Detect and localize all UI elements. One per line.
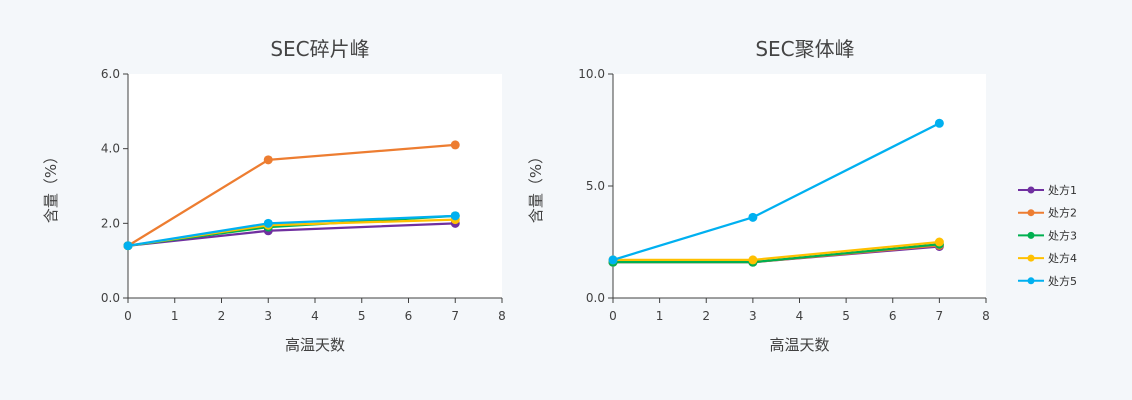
legend-label: 处方2: [1048, 206, 1077, 220]
data-point: [263, 218, 273, 228]
x-tick-label: 2: [702, 309, 710, 323]
legend-label: 处方1: [1048, 183, 1077, 197]
y-tick-label: 6.0: [101, 67, 120, 81]
x-axis-label: 高温天数: [769, 336, 829, 354]
x-tick-label: 2: [218, 309, 226, 323]
x-tick-label: 1: [656, 309, 664, 323]
data-point: [123, 241, 133, 251]
legend-swatch-marker: [1027, 254, 1035, 262]
legend-item-5: 处方5: [1018, 274, 1077, 288]
x-tick-label: 3: [749, 309, 757, 323]
chart-title: SEC碎片峰: [270, 37, 369, 61]
plot-area: [613, 74, 986, 298]
series-5: [123, 211, 460, 251]
x-tick-label: 7: [451, 309, 459, 323]
x-tick-label: 3: [264, 309, 272, 323]
y-tick-label: 0.0: [586, 291, 605, 305]
y-tick-label: 0.0: [101, 291, 120, 305]
y-tick-label: 4.0: [101, 142, 120, 156]
x-axis-label: 高温天数: [285, 336, 345, 354]
x-tick-label: 4: [311, 309, 319, 323]
y-tick-label: 5.0: [586, 179, 605, 193]
legend-swatch-marker: [1027, 231, 1035, 239]
data-point: [934, 118, 944, 128]
legend-item-1: 处方1: [1018, 183, 1077, 197]
x-tick-label: 5: [842, 309, 850, 323]
legend-item-4: 处方4: [1018, 251, 1077, 265]
legend-label: 处方4: [1048, 251, 1077, 265]
x-tick-label: 6: [889, 309, 897, 323]
chart-title: SEC聚体峰: [755, 37, 854, 61]
data-point: [934, 237, 944, 247]
chart-aggregate-peak: SEC聚体峰 0.0 5.0 10.0 0 1 2 3 4 5 6 7 8 高温天数 含量（%）: [527, 37, 990, 354]
x-tick-label: 1: [171, 309, 179, 323]
chart-fragment-peak: SEC碎片峰 0.0 2.0 4.0 6.0 0 1 2 3 4 5 6 7 8 高温天数 含量（%）: [42, 37, 506, 354]
legend-item-3: 处方3: [1018, 228, 1077, 242]
data-point: [608, 255, 618, 265]
x-tick-label: 0: [609, 309, 617, 323]
legend-swatch-marker: [1027, 209, 1035, 217]
x-tick-label: 8: [982, 309, 990, 323]
legend-label: 处方5: [1048, 274, 1077, 288]
x-tick-label: 4: [796, 309, 804, 323]
data-point: [748, 255, 758, 265]
data-point: [450, 211, 460, 221]
y-axis-label: 含量（%）: [42, 149, 60, 223]
plot-area: [128, 74, 502, 298]
data-point: [748, 212, 758, 222]
y-axis-label: 含量（%）: [527, 149, 545, 223]
legend-swatch-marker: [1027, 186, 1035, 194]
x-tick-label: 6: [405, 309, 413, 323]
x-tick-label: 5: [358, 309, 366, 323]
legend-label: 处方3: [1048, 228, 1077, 242]
x-tick-label: 7: [936, 309, 944, 323]
x-tick-label: 0: [124, 309, 132, 323]
data-point: [263, 155, 273, 165]
legend-item-2: 处方2: [1018, 206, 1077, 220]
series-5: [608, 118, 944, 265]
legend-swatch-marker: [1027, 277, 1035, 285]
y-tick-label: 10.0: [578, 67, 605, 81]
x-tick-label: 8: [498, 309, 506, 323]
data-point: [450, 140, 460, 150]
legend: 处方1 处方2 处方3 处方4 处方5: [1018, 183, 1077, 288]
y-tick-label: 2.0: [101, 216, 120, 230]
